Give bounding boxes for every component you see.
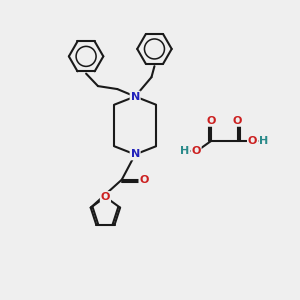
Text: O: O xyxy=(140,175,149,185)
Text: N: N xyxy=(130,149,140,160)
Text: H: H xyxy=(259,136,268,146)
Text: N: N xyxy=(130,92,140,101)
Text: O: O xyxy=(248,136,257,146)
Text: O: O xyxy=(191,146,201,157)
Text: O: O xyxy=(233,116,242,126)
Text: O: O xyxy=(206,116,216,126)
Text: H: H xyxy=(180,146,189,157)
Text: O: O xyxy=(101,192,110,202)
